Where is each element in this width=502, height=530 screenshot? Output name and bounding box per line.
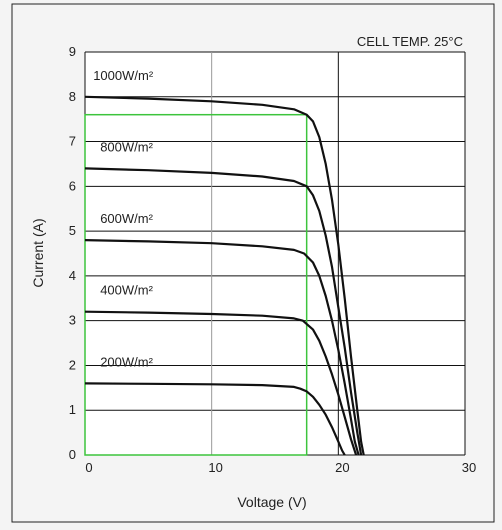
y-tick-label: 4 [69, 268, 76, 283]
y-tick-label: 6 [69, 178, 76, 193]
y-tick-label: 9 [69, 44, 76, 59]
x-axis-title: Voltage (V) [237, 494, 306, 510]
iv-curve-1 [84, 95, 365, 456]
y-tick-label: 0 [69, 447, 76, 462]
curve-label-5: 200W/m² [100, 354, 153, 369]
x-tick-label: 30 [462, 460, 476, 475]
max-power-rectangle [84, 113, 308, 456]
curve-label-1: 1000W/m² [93, 68, 154, 83]
y-axis-title: Current (A) [30, 218, 46, 287]
curve-label-3: 600W/m² [100, 211, 153, 226]
iv-curve-5 [84, 382, 346, 456]
y-tick-label: 1 [69, 402, 76, 417]
cell-temp-annotation: CELL TEMP. 25°C [357, 34, 463, 49]
grid [84, 51, 466, 456]
series-group [84, 95, 365, 456]
y-tick-label: 2 [69, 357, 76, 372]
curve-label-4: 400W/m² [100, 283, 153, 298]
iv-curve-4 [84, 310, 358, 456]
x-tick-label: 10 [208, 460, 222, 475]
curve-label-2: 800W/m² [100, 139, 153, 154]
y-tick-label: 8 [69, 89, 76, 104]
y-tick-label: 7 [69, 134, 76, 149]
plot-area [85, 52, 465, 455]
iv-curve-2 [84, 167, 363, 456]
x-tick-label: 0 [85, 460, 92, 475]
tick-labels: 0 10 20 30 0 1 2 3 4 5 6 7 8 9 [69, 44, 476, 475]
x-tick-label: 20 [335, 460, 349, 475]
iv-curve-3 [84, 239, 360, 456]
y-tick-label: 5 [69, 223, 76, 238]
y-tick-label: 3 [69, 313, 76, 328]
